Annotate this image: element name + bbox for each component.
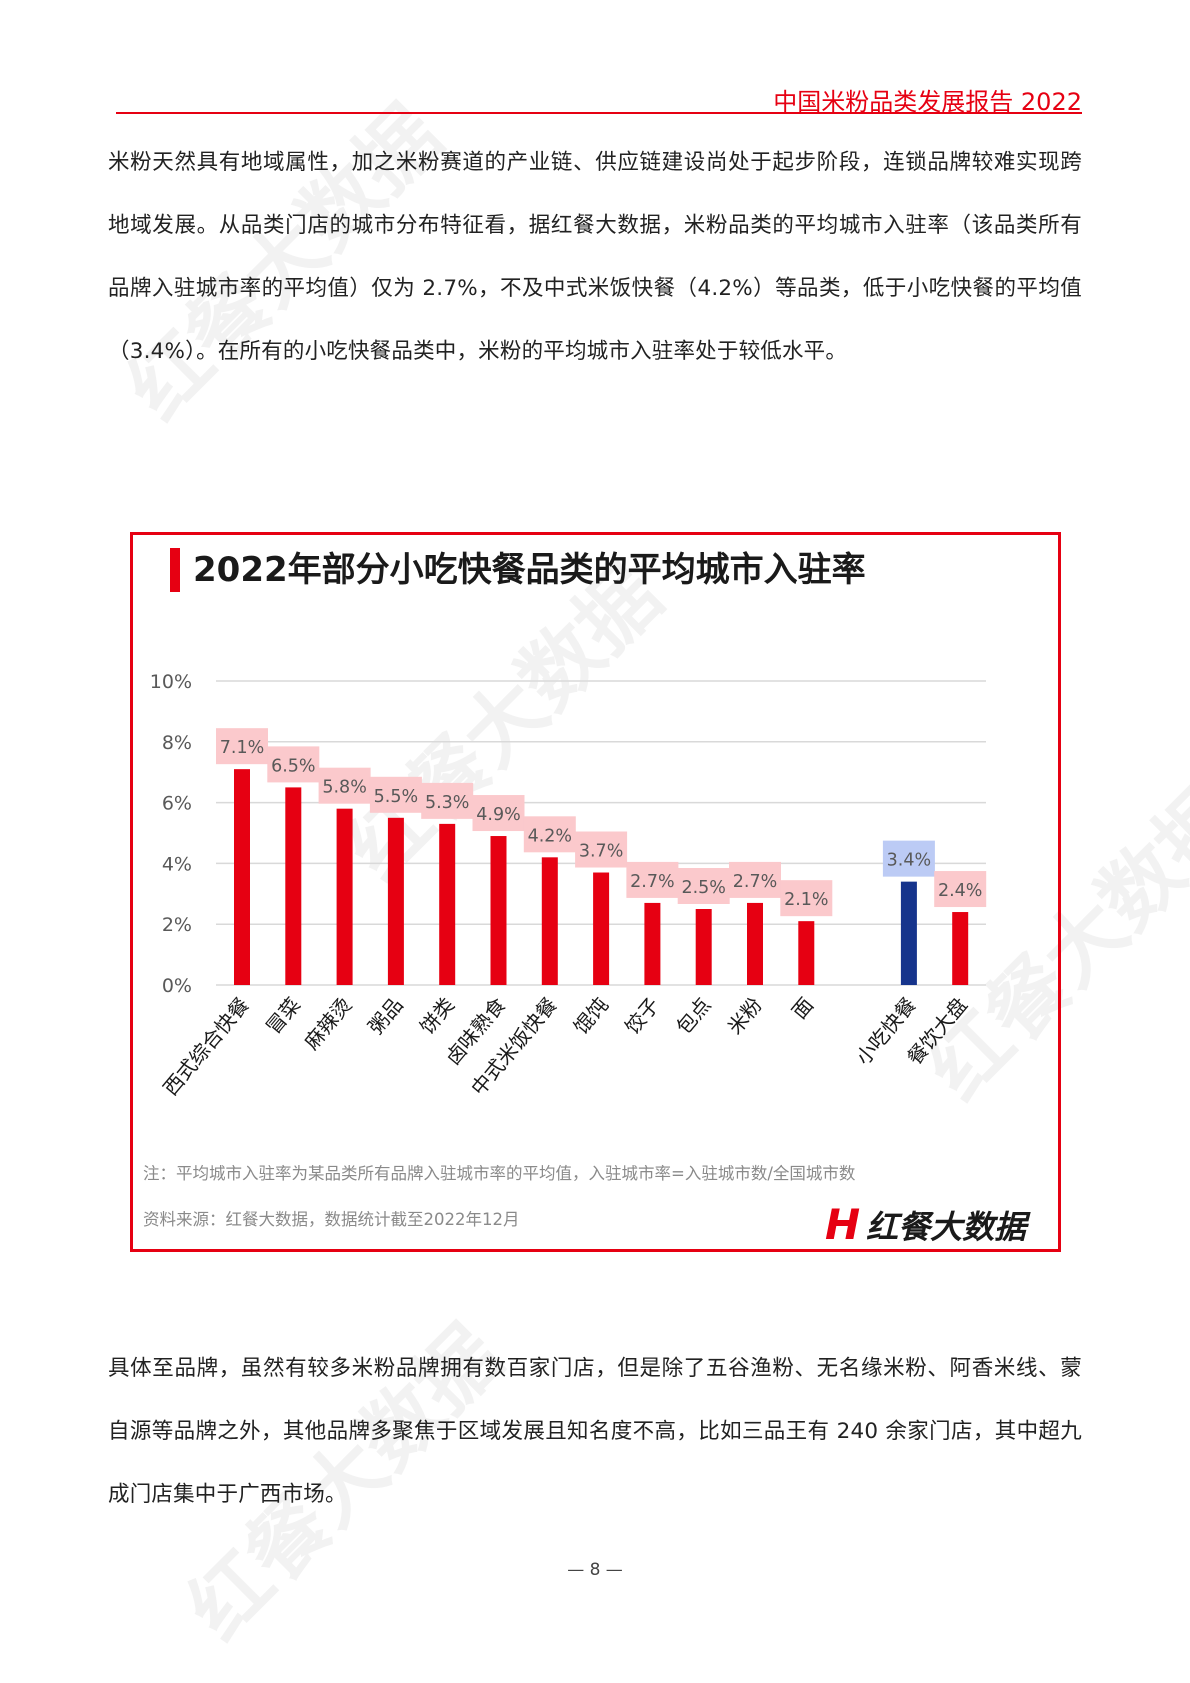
- body-paragraph: 具体至品牌，虽然有较多米粉品牌拥有数百家门店，但是除了五谷渔粉、无名缘米粉、阿香…: [108, 1356, 1082, 1507]
- data-label: 7.1%: [220, 738, 264, 758]
- x-category-label: 面: [787, 993, 818, 1024]
- y-tick-label: 10%: [150, 671, 192, 693]
- data-label-bg: [729, 861, 781, 898]
- data-label: 5.8%: [322, 778, 366, 798]
- y-tick-label: 2%: [162, 914, 192, 936]
- data-label-bg: [882, 840, 935, 877]
- x-category-label: 饺子: [620, 993, 664, 1039]
- data-label: 2.1%: [784, 890, 828, 910]
- x-category-label: 饼类: [415, 993, 459, 1039]
- data-label: 2.5%: [681, 878, 725, 898]
- x-category-label: 粥品: [364, 993, 408, 1039]
- data-label: 2.7%: [733, 872, 777, 892]
- bar: [900, 881, 917, 985]
- bar: [541, 857, 558, 985]
- bar: [387, 817, 404, 985]
- title-accent-bar: [170, 548, 180, 592]
- bar: [593, 872, 610, 985]
- bar: [798, 921, 815, 985]
- chart-title: 2022年部分小吃快餐品类的平均城市入驻率: [193, 550, 866, 590]
- bar: [952, 912, 969, 985]
- x-category-label: 包点: [671, 993, 715, 1039]
- data-label: 3.7%: [579, 842, 623, 862]
- x-category-label: 米粉: [723, 993, 767, 1039]
- data-label-bg: [369, 776, 422, 813]
- bar: [336, 808, 353, 985]
- data-label: 4.2%: [528, 826, 572, 846]
- bar: [490, 836, 507, 985]
- page-number: — 8 —: [567, 1560, 623, 1580]
- chart-frame: [130, 532, 1061, 1252]
- data-label: 6.5%: [271, 756, 315, 776]
- data-label-bg: [626, 861, 679, 898]
- data-label: 5.3%: [425, 793, 469, 813]
- chart-source: 资料来源：红餐大数据，数据统计截至2022年12月: [143, 1210, 520, 1229]
- x-category-label: 冒菜: [261, 993, 305, 1039]
- body-paragraph: 米粉天然具有地域属性，加之米粉赛道的产业链、供应链建设尚处于起步阶段，连锁品牌较…: [108, 150, 1082, 364]
- data-label-bg: [472, 795, 525, 832]
- bar: [285, 787, 302, 985]
- data-label-bg: [677, 868, 730, 904]
- data-label-bg: [318, 767, 371, 804]
- data-label-bg: [934, 871, 987, 908]
- data-label: 2.4%: [938, 881, 982, 901]
- y-tick-label: 6%: [162, 793, 192, 815]
- logo-text: 红餐大数据: [866, 1207, 1027, 1246]
- bar: [747, 902, 763, 985]
- data-label-bg: [575, 831, 628, 868]
- data-label-bg: [523, 816, 576, 853]
- logo-h-icon: H: [825, 1200, 861, 1249]
- data-label-bg: [216, 728, 268, 765]
- report-header-title: 中国米粉品类发展报告 2022: [773, 88, 1082, 116]
- brand-logo: H 红餐大数据: [825, 1200, 1026, 1249]
- data-label-bg: [267, 746, 320, 783]
- y-tick-label: 8%: [162, 732, 192, 754]
- bar: [439, 823, 456, 985]
- bar: [695, 909, 712, 985]
- y-tick-label: 4%: [162, 853, 192, 875]
- chart-note: 注：平均城市入驻率为某品类所有品牌入驻城市率的平均值，入驻城市率=入驻城市数/全…: [143, 1164, 856, 1183]
- x-category-label: 馄饨: [569, 993, 613, 1039]
- data-label-bg: [780, 880, 833, 917]
- x-category-label: 西式综合快餐: [158, 993, 254, 1100]
- data-label: 3.4%: [887, 851, 931, 871]
- data-label: 5.5%: [374, 787, 418, 807]
- header-divider: [116, 112, 1082, 114]
- x-category-label: 麻辣烫: [299, 993, 356, 1054]
- bar: [234, 769, 250, 985]
- bar: [644, 902, 661, 985]
- data-label: 4.9%: [476, 805, 520, 825]
- y-tick-label: 0%: [162, 975, 192, 997]
- data-label-bg: [421, 782, 474, 819]
- data-label: 2.7%: [630, 872, 674, 892]
